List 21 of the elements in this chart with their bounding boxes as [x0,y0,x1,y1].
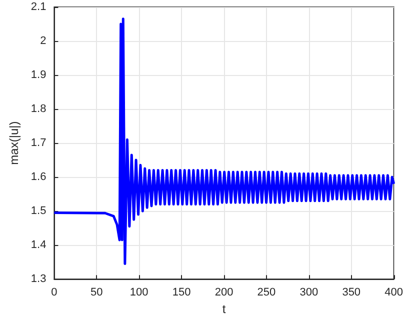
x-tick-label: 100 [130,286,148,299]
x-tick-label: 200 [214,286,234,299]
y-tick-label: 2 [40,35,46,48]
x-tick-label: 150 [172,286,191,299]
y-tick-label: 1.6 [30,171,46,184]
x-tick-label: 300 [300,286,318,299]
x-tick-label: 0 [51,286,58,299]
line-series [52,18,396,266]
y-tick-label: 1.5 [30,205,46,218]
y-tick-label: 2.1 [30,1,46,13]
y-tick-label: 1.7 [30,137,46,150]
x-tick-label: 250 [257,286,276,299]
y-axis-title: max(|u|) [7,121,21,165]
x-tick-label: 50 [90,286,103,299]
x-tick-label: 350 [342,286,361,299]
x-axis-title: t [222,302,226,316]
y-tick-label: 1.9 [30,69,46,82]
y-tick-label: 1.8 [30,103,46,116]
y-tick-label: 1.3 [30,273,46,286]
x-tick-label: 400 [384,286,404,299]
y-tick-label: 1.4 [30,239,46,252]
